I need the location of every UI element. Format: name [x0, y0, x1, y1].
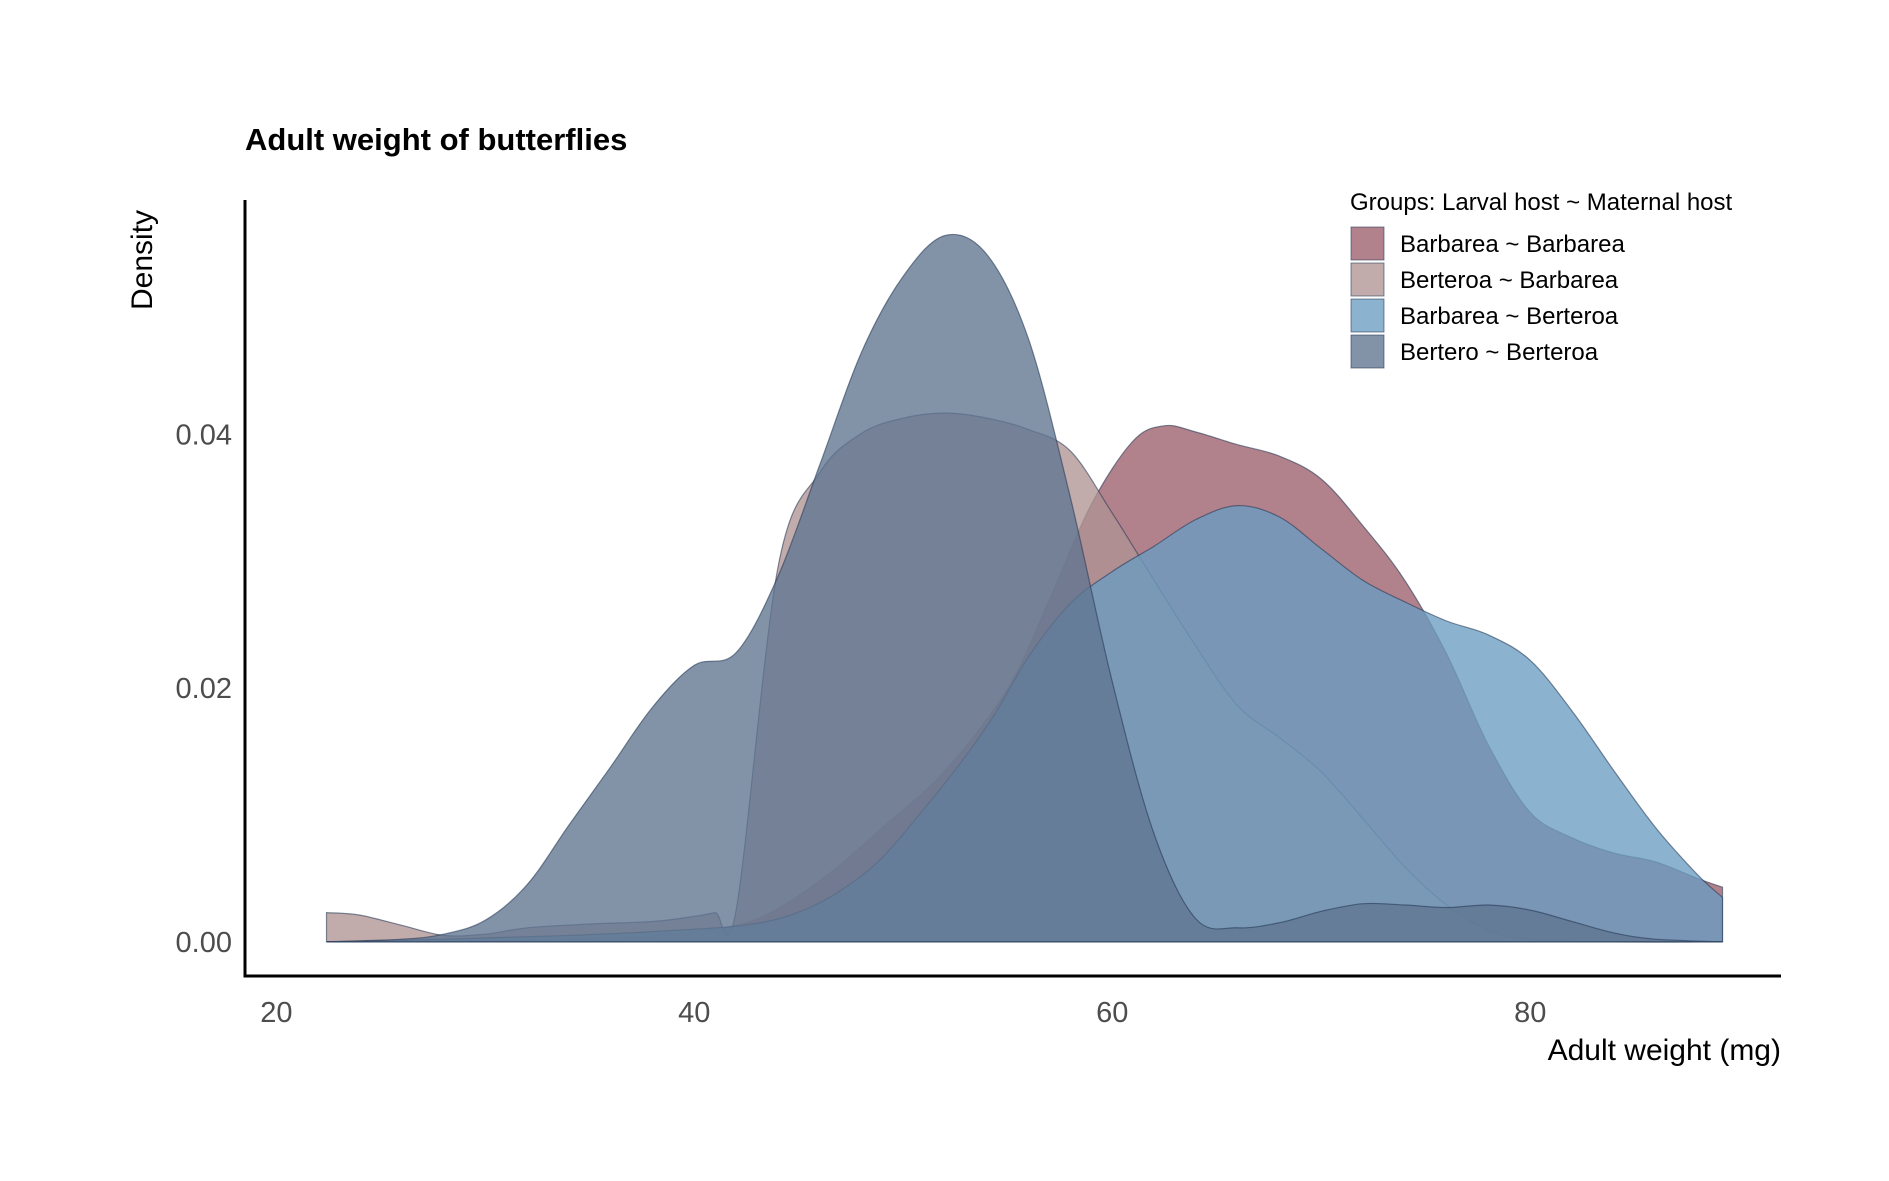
y-axis-label: Density [126, 210, 159, 310]
density-area-4 [326, 233, 1723, 943]
density-areas [325, 233, 1724, 943]
x-tick-labels: 20 40 60 80 [260, 997, 1546, 1029]
legend-title: Groups: Larval host ~ Maternal host [1350, 189, 1733, 216]
x-tick-label: 80 [1514, 997, 1546, 1029]
y-tick-label: 0.02 [176, 673, 232, 705]
legend-swatch [1350, 334, 1385, 369]
legend-swatch [1350, 298, 1385, 333]
x-tick-label: 60 [1096, 997, 1128, 1029]
legend-label: Bertero ~ Berteroa [1400, 339, 1599, 366]
legend-label: Barbarea ~ Barbarea [1400, 231, 1625, 258]
legend-swatch [1350, 226, 1385, 261]
x-tick-label: 20 [260, 997, 292, 1029]
legend-swatch [1350, 262, 1385, 297]
y-tick-label: 0.00 [176, 927, 232, 959]
legend-label: Barbarea ~ Berteroa [1400, 303, 1619, 330]
x-tick-label: 40 [678, 997, 710, 1029]
legend: Groups: Larval host ~ Maternal host Barb… [1350, 189, 1733, 369]
y-tick-labels: 0.00 0.02 0.04 [176, 420, 232, 959]
y-tick-label: 0.04 [176, 420, 232, 452]
legend-label: Berteroa ~ Barbarea [1400, 267, 1619, 294]
x-axis-label: Adult weight (mg) [1548, 1034, 1781, 1067]
chart-title: Adult weight of butterflies [245, 122, 627, 157]
